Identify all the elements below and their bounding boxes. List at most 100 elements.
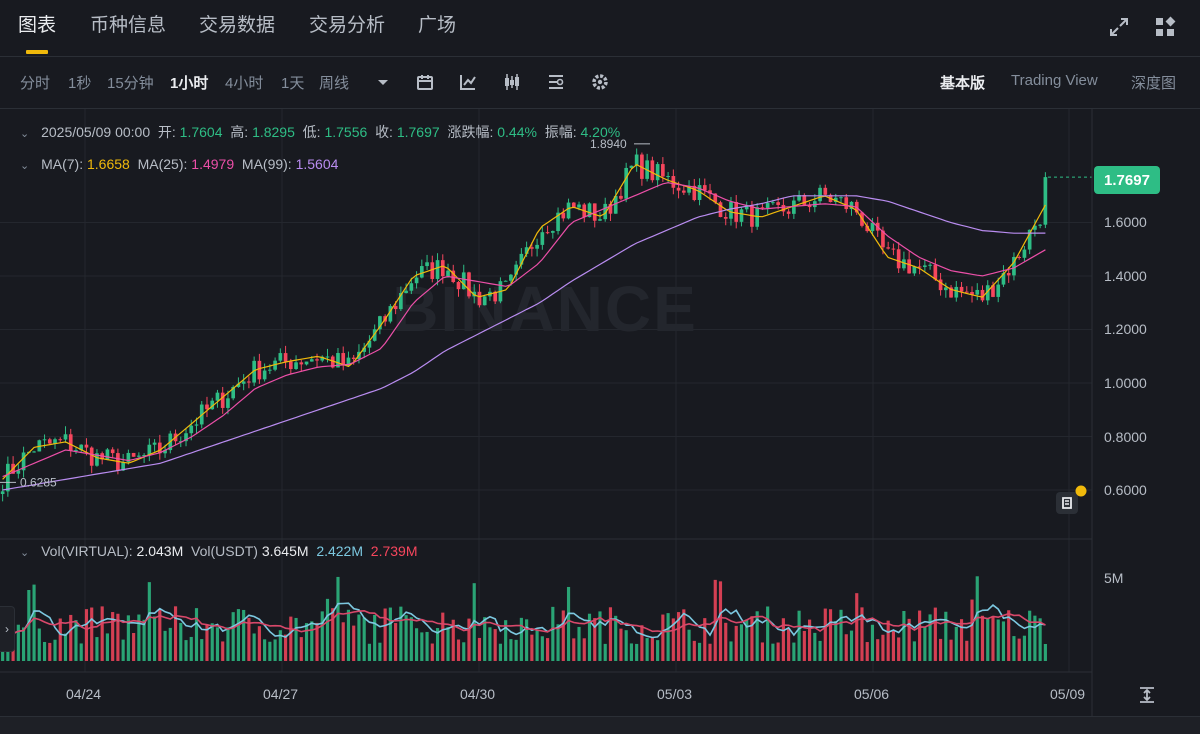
volume-bar (325, 598, 330, 661)
gear-icon[interactable] (590, 72, 610, 92)
volume-bar (561, 610, 565, 661)
candle-body (556, 212, 560, 232)
tab-square[interactable]: 广场 (418, 15, 457, 36)
volume-bar (650, 636, 654, 661)
tab-coin-info[interactable]: 币种信息 (90, 15, 167, 36)
volume-bar (27, 590, 31, 661)
tab-trading-data[interactable]: 交易数据 (199, 15, 276, 36)
candle-body (268, 369, 272, 371)
candle-body (640, 154, 644, 179)
volume-bar (179, 622, 183, 661)
volume-bar (268, 641, 272, 661)
volume-bar (341, 622, 345, 661)
tab-chart[interactable]: 图表 (18, 15, 57, 36)
volume-bar (661, 614, 665, 661)
volume-bar (477, 637, 482, 661)
top-tab-bar: 图表 币种信息 交易数据 交易分析 广场 (0, 0, 1200, 57)
volume-bar (163, 630, 167, 661)
high-marker-label: 1.8940 (590, 137, 627, 151)
volume-bar (58, 618, 62, 661)
timeframe-time[interactable]: 分时 (20, 75, 51, 92)
candle-body (1012, 256, 1016, 276)
view-trading-view[interactable]: Trading View (1011, 72, 1098, 89)
candle-body (870, 222, 875, 232)
volume-bar (1017, 638, 1021, 661)
volume-bar (467, 618, 471, 661)
candle-body (294, 362, 298, 370)
volume-bar (823, 608, 827, 661)
timeframe-1s[interactable]: 1秒 (68, 75, 92, 92)
volume-bar (813, 632, 817, 661)
candle-body (89, 447, 94, 466)
volume-bar (876, 639, 880, 661)
expand-icon[interactable] (1108, 16, 1130, 38)
candlestick-type-icon[interactable] (502, 72, 522, 92)
volume-bar (776, 642, 780, 661)
volume-bar (677, 612, 681, 661)
candle-body (1017, 256, 1022, 258)
candle-body (194, 424, 199, 426)
candle-body (545, 232, 550, 234)
fit-chart-icon[interactable] (1137, 686, 1157, 704)
price-tick: 1.2000 (1104, 321, 1147, 337)
timeframe-1d[interactable]: 1天 (281, 75, 305, 92)
volume-bar (320, 611, 324, 661)
volume-bar (949, 639, 953, 661)
date-tick: 04/27 (263, 686, 299, 702)
candle-body (1022, 249, 1027, 258)
volume-bar (1007, 610, 1011, 661)
candle-body (121, 461, 125, 471)
volume-bar (74, 620, 78, 661)
volume-bar (671, 618, 675, 661)
candle-body (425, 262, 429, 267)
layout-icon[interactable] (1154, 16, 1176, 38)
expand-left-panel-handle[interactable]: › (0, 606, 15, 652)
candle-body (157, 442, 162, 454)
collapse-ma-icon[interactable]: ⌄ (20, 160, 30, 172)
candle-body (283, 353, 288, 362)
view-depth-chart[interactable]: 深度图 (1131, 75, 1177, 92)
tab-trading-analysis[interactable]: 交易分析 (309, 15, 386, 36)
collapse-ohlc-icon[interactable]: ⌄ (20, 128, 30, 140)
volume-bar (624, 630, 628, 661)
calendar-icon[interactable] (415, 72, 435, 92)
volume-bar (362, 617, 366, 661)
candle-body (943, 287, 948, 291)
indicator-icon[interactable] (458, 72, 478, 92)
scroll-to-latest-icon[interactable] (1054, 482, 1090, 518)
volume-bar (488, 627, 492, 661)
candle-body (970, 292, 974, 295)
volume-bar (954, 626, 958, 661)
timeframe-15m[interactable]: 15分钟 (107, 75, 154, 92)
volume-bar (367, 643, 371, 661)
high-value: 1.8295 (252, 124, 295, 140)
view-basic[interactable]: 基本版 (940, 75, 986, 92)
candle-body (902, 259, 906, 269)
price-tick: 1.4000 (1104, 268, 1147, 284)
candle-body (105, 449, 110, 460)
candle-body (519, 253, 524, 265)
candle-body (247, 381, 251, 383)
candle-body (702, 185, 707, 191)
change-label: 涨跌幅: (447, 124, 494, 140)
candle-body (603, 203, 608, 220)
volume-bar (792, 642, 796, 661)
collapse-volume-icon[interactable]: ⌄ (20, 547, 30, 559)
candlestick-chart[interactable]: BINANCE 1.8940 0.6285 (0, 109, 1200, 716)
date-tick: 05/06 (854, 686, 890, 702)
candle-body (964, 291, 969, 293)
timeframe-1h[interactable]: 1小时 (170, 75, 209, 92)
more-timeframes-dropdown-icon[interactable] (373, 72, 393, 92)
volume-bar (902, 611, 906, 661)
candle-body (372, 329, 377, 341)
timeframe-1w[interactable]: 周线 (319, 75, 350, 92)
volume-bar (572, 638, 576, 661)
volume-bar (441, 612, 445, 661)
volume-bar (923, 626, 927, 661)
volume-bar (147, 582, 151, 661)
candle-body (325, 356, 330, 358)
chart-settings-list-icon[interactable] (546, 72, 566, 92)
price-tick: 0.8000 (1104, 429, 1147, 445)
volume-bar (986, 617, 990, 661)
timeframe-4h[interactable]: 4小时 (225, 75, 264, 92)
